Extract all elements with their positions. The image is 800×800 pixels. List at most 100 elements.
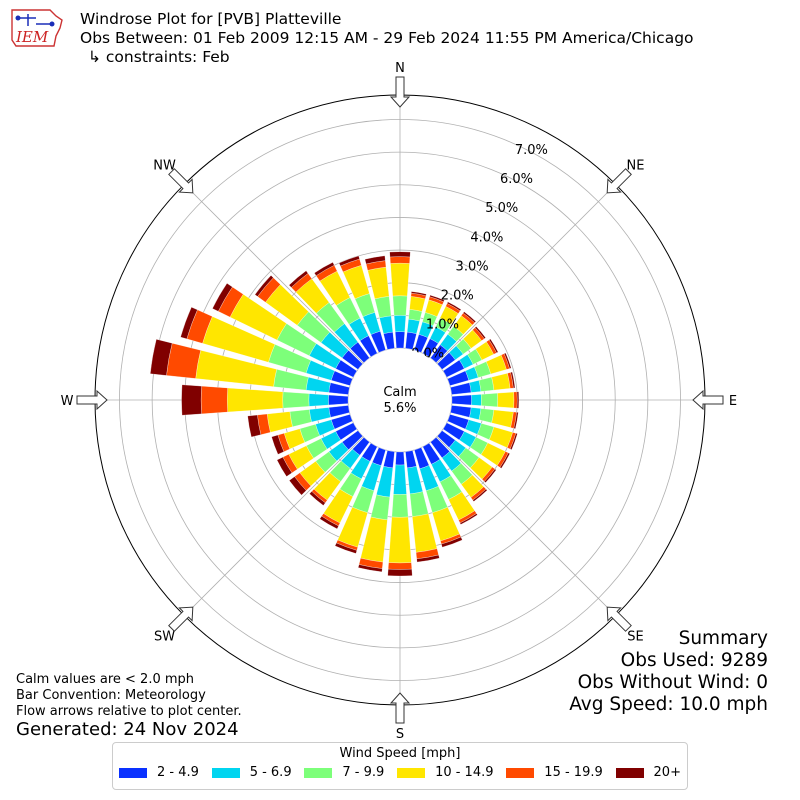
- compass-label: NW: [153, 159, 176, 174]
- observation-period: Obs Between: 01 Feb 2009 12:15 AM - 29 F…: [80, 29, 694, 47]
- wind-bar: [181, 384, 202, 416]
- radial-tick-label: 5.0%: [485, 201, 518, 216]
- grid-spoke: [184, 436, 364, 616]
- wind-bar: [484, 468, 497, 483]
- wind-bar: [150, 339, 173, 376]
- legend-item: 15 - 19.9: [506, 765, 603, 780]
- wind-bar: [254, 275, 274, 297]
- legend-label: 2 - 4.9: [157, 765, 199, 780]
- wind-bar: [338, 255, 360, 267]
- legend-swatch: [397, 767, 426, 778]
- wind-bar: [471, 394, 482, 406]
- wind-bar: [469, 407, 482, 420]
- compass-label: N: [395, 61, 405, 76]
- radial-tick-label: 4.0%: [470, 230, 503, 245]
- wind-bar: [481, 393, 498, 407]
- wind-bar: [200, 385, 228, 415]
- wind-bar: [388, 516, 412, 564]
- summary-panel: Summary Obs Used: 9289 Obs Without Wind:…: [569, 628, 768, 716]
- wind-bar: [282, 391, 310, 409]
- wind-bar: [389, 256, 411, 264]
- wind-bar: [405, 450, 417, 469]
- constraints-label: ↳ constraints: Feb: [88, 48, 230, 66]
- bar-convention-note: Bar Convention: Meteorology: [16, 688, 206, 703]
- wind-bar: [319, 515, 339, 530]
- wind-bar: [499, 452, 511, 469]
- compass-label: NE: [626, 159, 644, 174]
- wind-bar: [309, 407, 331, 423]
- wind-bar: [459, 513, 478, 525]
- wind-bar: [474, 326, 486, 339]
- legend-label: 5 - 6.9: [249, 765, 292, 780]
- chart-notes: Calm values are < 2.0 mph Bar Convention…: [16, 672, 242, 720]
- grid-spoke: [184, 184, 364, 364]
- wind-bar: [472, 488, 488, 502]
- chart-header: Windrose Plot for [PVB] Platteville Obs …: [80, 10, 694, 67]
- wind-bar: [247, 414, 262, 438]
- wind-bar: [334, 542, 358, 554]
- wind-bar: [451, 394, 472, 406]
- wind-bar: [462, 311, 477, 323]
- avg-speed: Avg Speed: 10.0 mph: [569, 694, 768, 715]
- wind-bar: [478, 376, 495, 392]
- wind-bar: [273, 369, 309, 391]
- wind-bar: [289, 409, 312, 427]
- wind-bar: [305, 376, 331, 393]
- legend-swatch: [119, 767, 147, 778]
- wind-bar: [441, 536, 463, 548]
- wind-bar: [392, 295, 408, 316]
- calm-note: Calm values are < 2.0 mph: [16, 672, 195, 687]
- calm-value: 5.6%: [383, 401, 416, 416]
- legend-item: 10 - 14.9: [397, 765, 494, 780]
- flow-arrow-icon: [168, 168, 194, 194]
- wind-bar: [358, 564, 383, 573]
- flow-arrow-icon: [692, 389, 724, 411]
- flow-arrow-note: Flow arrows relative to plot center.: [16, 704, 242, 719]
- legend-title: Wind Speed [mph]: [339, 746, 461, 761]
- flow-arrow-icon: [389, 692, 411, 724]
- wind-bar: [364, 255, 386, 265]
- wind-bar: [510, 371, 516, 389]
- wind-bar: [412, 513, 438, 553]
- wind-bar: [367, 266, 390, 300]
- obs-used: Obs Used: 9289: [620, 650, 768, 671]
- wind-bar: [289, 476, 307, 496]
- wind-bar: [227, 387, 284, 413]
- compass-label: SE: [627, 629, 643, 644]
- flow-arrow-icon: [76, 389, 108, 411]
- legend-item: 7 - 9.9: [304, 765, 384, 780]
- compass-label: S: [396, 727, 404, 742]
- wind-bar: [166, 343, 201, 379]
- wind-bar: [391, 494, 409, 518]
- wind-bar: [390, 262, 410, 297]
- legend-label: 20+: [653, 765, 681, 780]
- wind-bar: [491, 373, 511, 391]
- wind-bar: [491, 409, 514, 428]
- flow-arrow-icon: [606, 606, 632, 632]
- wind-bar: [266, 411, 293, 433]
- wind-bar: [383, 450, 395, 469]
- calm-circle: [349, 349, 451, 451]
- wind-bar: [212, 283, 233, 312]
- wind-bar: [374, 296, 392, 319]
- legend-swatch: [615, 767, 644, 778]
- wind-bar: [478, 408, 495, 424]
- wind-bar: [370, 494, 390, 521]
- wind-bar: [393, 315, 407, 333]
- radial-tick-label: 1.0%: [426, 318, 459, 333]
- legend-item: 20+: [615, 765, 681, 780]
- wind-bar: [393, 464, 407, 495]
- wind-bar: [406, 318, 420, 334]
- flow-arrow-icon: [168, 606, 194, 632]
- wind-bar: [429, 294, 445, 302]
- wind-bar: [314, 262, 335, 276]
- grid-spoke: [436, 436, 616, 616]
- wind-bar: [503, 352, 512, 369]
- summary-title: Summary: [678, 628, 768, 649]
- wind-bar: [308, 393, 329, 407]
- wind-bar: [409, 491, 429, 517]
- generated-date: Generated: 24 Nov 2024: [16, 719, 239, 740]
- grid-spoke: [436, 184, 616, 364]
- legend-items: 2 - 4.9 5 - 6.9 7 - 9.9 10 - 14.9 15 - 19.9 2…: [113, 761, 687, 780]
